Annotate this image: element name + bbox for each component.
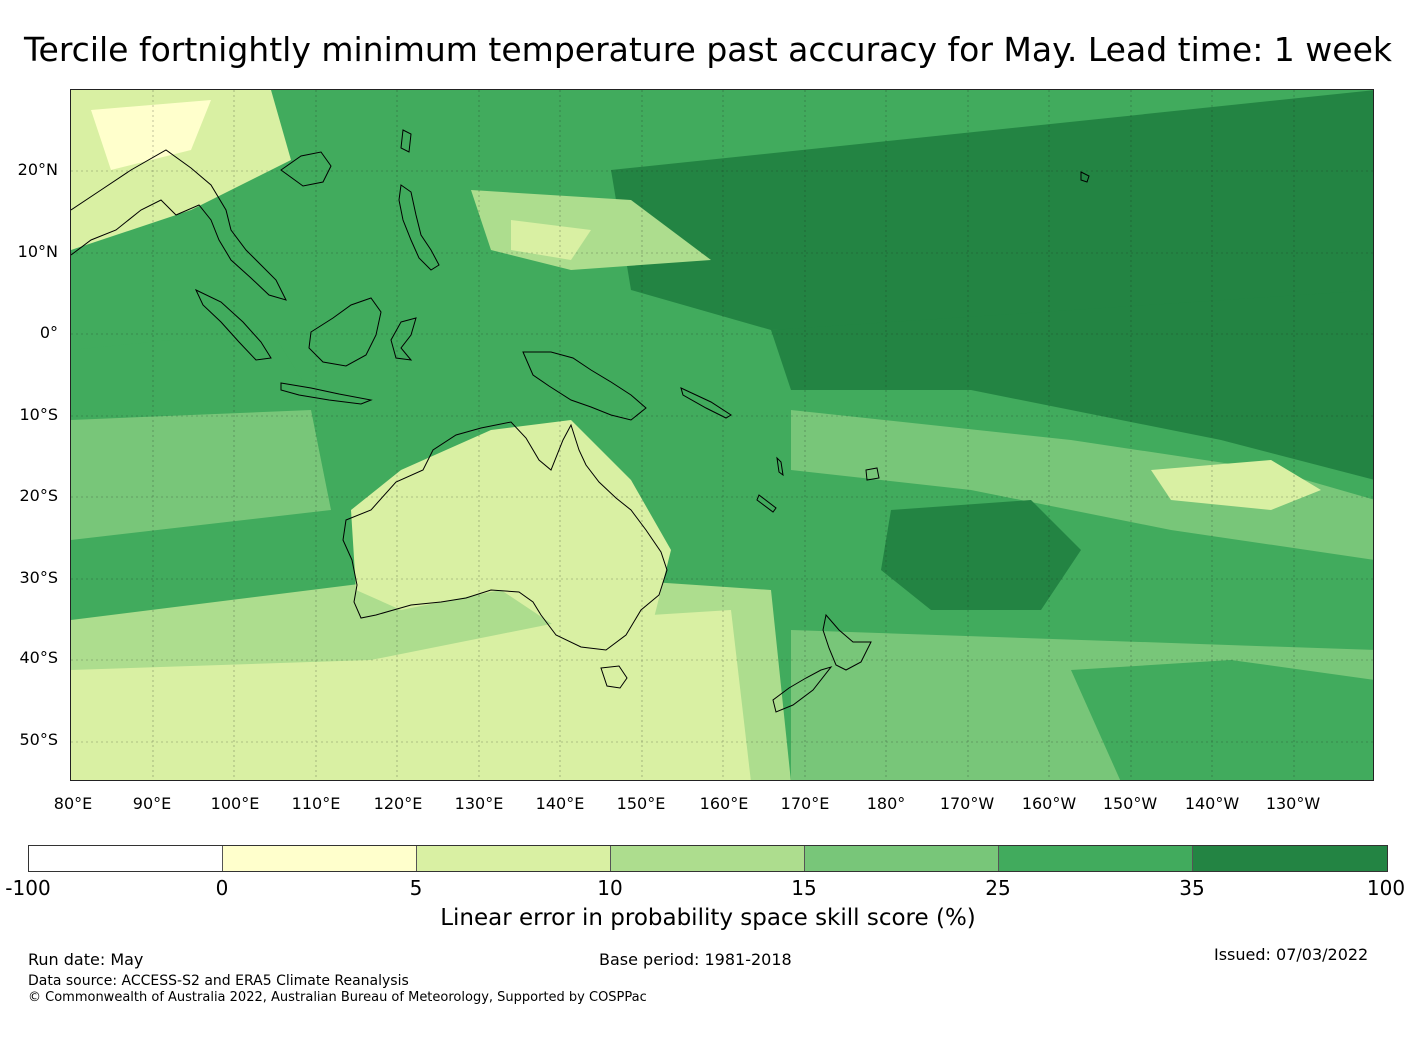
- lon-label-80e: 80°E: [53, 794, 93, 813]
- colorbar-segment: [805, 846, 999, 871]
- map-canvas: [71, 90, 1373, 780]
- lon-label-140w: 140°W: [1184, 794, 1240, 813]
- lon-label-140e: 140°E: [535, 794, 585, 813]
- skill-score-map: [70, 89, 1374, 781]
- new-guinea-coast: [522, 351, 647, 421]
- vanuatu-coast: [776, 456, 784, 477]
- sumatra-coast: [194, 288, 272, 361]
- nz-south-coast: [772, 666, 833, 713]
- moderate-skill-zone-south-pacific: [791, 410, 1373, 560]
- mainland-asia-coast: [71, 149, 287, 301]
- colorbar: [28, 845, 1388, 872]
- hawaii-coast: [1080, 171, 1090, 183]
- lat-label-10n: 10°N: [17, 242, 58, 261]
- taiwan-coast: [400, 129, 412, 153]
- low-skill-zone-south-pacific: [1151, 460, 1321, 510]
- colorbar-segment: [999, 846, 1193, 871]
- lon-label-90e: 90°E: [132, 794, 172, 813]
- colorbar-segment: [611, 846, 805, 871]
- lat-label-40s: 40°S: [19, 648, 58, 667]
- colorbar-title: Linear error in probability space skill …: [440, 905, 976, 931]
- lon-label-160w: 160°W: [1021, 794, 1077, 813]
- colorbar-tick-label: 25: [985, 876, 1011, 900]
- philippines-coast: [398, 184, 440, 271]
- map-title: Tercile fortnightly minimum temperature …: [23, 30, 1393, 69]
- colorbar-tick-label: 15: [791, 876, 817, 900]
- australia-skill-zone: [351, 420, 671, 650]
- lon-label-150w: 150°W: [1102, 794, 1158, 813]
- colorbar-tick-label: 0: [215, 876, 229, 900]
- java-coast: [280, 382, 373, 405]
- colorbar-tick-label: 100: [1366, 876, 1406, 900]
- lon-label-180: 180°: [866, 794, 906, 813]
- lon-label-100e: 100°E: [210, 794, 260, 813]
- issued-date: Issued: 07/03/2022: [1214, 945, 1369, 964]
- hainan-coast: [280, 151, 332, 187]
- lat-label-20n: 20°N: [17, 160, 58, 179]
- coastlines: [71, 129, 1090, 713]
- data-source: Data source: ACCESS-S2 and ERA5 Climate …: [28, 973, 409, 989]
- sulawesi-coast: [390, 317, 417, 361]
- solomon-islands-coast: [680, 387, 732, 419]
- colorbar-tick-label: -100: [5, 876, 51, 900]
- base-period: Base period: 1981-2018: [599, 950, 792, 969]
- lon-label-130w: 130°W: [1265, 794, 1321, 813]
- colorbar-tick-label: 10: [597, 876, 623, 900]
- lon-label-110e: 110°E: [291, 794, 341, 813]
- tasmania-coast: [600, 665, 628, 689]
- run-date: Run date: May: [28, 950, 144, 969]
- high-skill-zone-tasman: [881, 500, 1081, 610]
- high-skill-zone-north: [611, 90, 1373, 330]
- good-skill-zone-southeast: [1071, 660, 1373, 780]
- high-skill-zone-equator: [771, 290, 1373, 480]
- low-skill-zone-philippines: [511, 220, 591, 260]
- copyright-notice: © Commonwealth of Australia 2022, Austra…: [28, 990, 647, 1005]
- very-low-skill-zone-nw: [91, 100, 211, 170]
- lat-label-50s: 50°S: [19, 730, 58, 749]
- colorbar-tick-label: 35: [1179, 876, 1205, 900]
- lon-label-170e: 170°E: [780, 794, 830, 813]
- colorbar-segment: [1193, 846, 1387, 871]
- lon-label-150e: 150°E: [616, 794, 666, 813]
- low-skill-zone-south: [71, 610, 751, 780]
- borneo-coast: [308, 297, 382, 367]
- colorbar-segment: [223, 846, 417, 871]
- colorbar-segment: [417, 846, 611, 871]
- lat-label-0: 0°: [39, 323, 58, 342]
- australia-coast: [342, 421, 668, 651]
- new-caledonia-coast: [756, 494, 777, 513]
- lat-label-10s: 10°S: [19, 405, 58, 424]
- lon-label-120e: 120°E: [373, 794, 423, 813]
- lon-label-130e: 130°E: [454, 794, 504, 813]
- colorbar-segment: [29, 846, 223, 871]
- nz-north-coast: [822, 613, 872, 671]
- colorbar-tick-label: 5: [409, 876, 423, 900]
- lon-label-160e: 160°E: [699, 794, 749, 813]
- moderate-skill-zone-indian: [71, 410, 331, 540]
- lat-label-30s: 30°S: [19, 568, 58, 587]
- graticule: [71, 90, 1373, 780]
- lat-label-20s: 20°S: [19, 486, 58, 505]
- fiji-coast: [865, 467, 880, 481]
- lon-label-170w: 170°W: [939, 794, 995, 813]
